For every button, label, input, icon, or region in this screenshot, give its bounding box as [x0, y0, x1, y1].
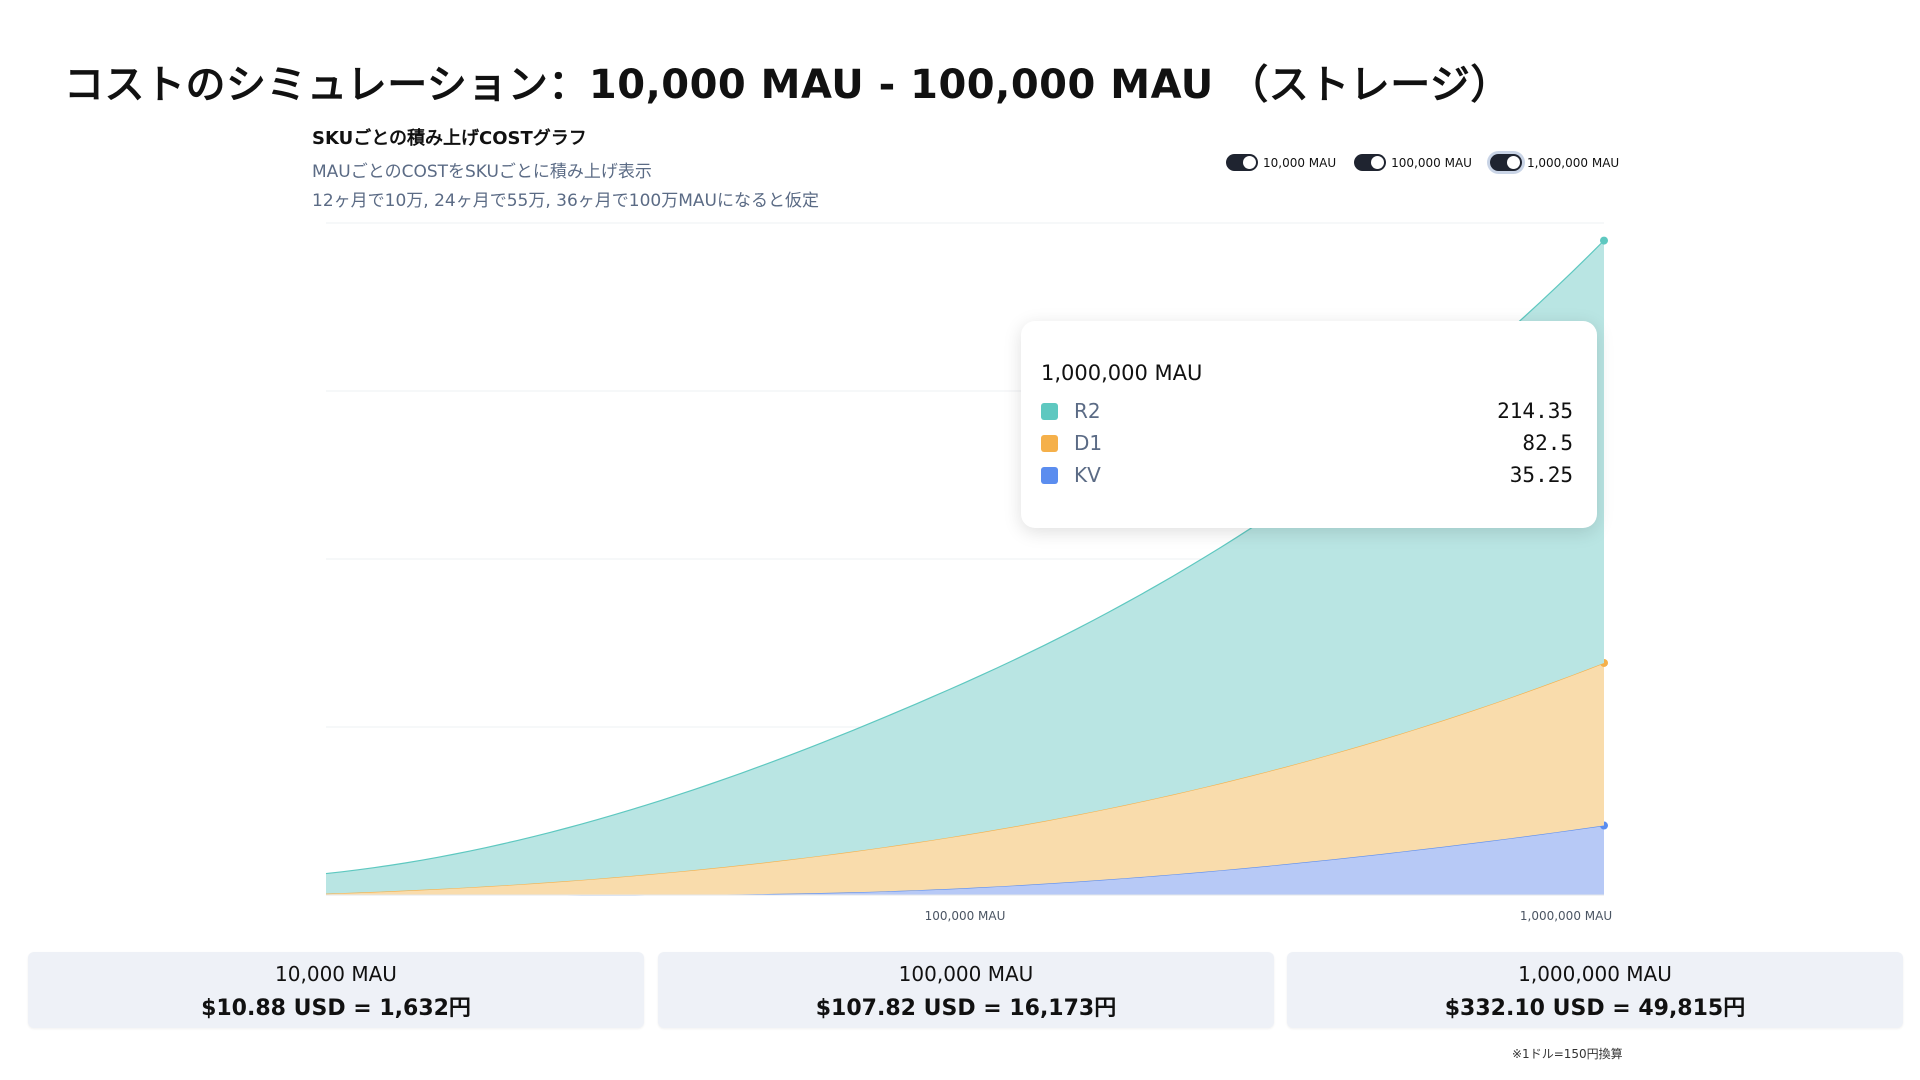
card-label: 10,000 MAU — [275, 962, 397, 986]
series-toggles: 10,000 MAU 100,000 MAU 1,000,000 MAU — [1226, 154, 1619, 171]
tooltip-label: KV — [1074, 463, 1101, 487]
stacked-area-chart: 100,000 MAU 1,000,000 MAU — [325, 222, 1612, 923]
tooltip-value: 35.25 — [1509, 463, 1573, 487]
toggle-1000000-mau[interactable]: 1,000,000 MAU — [1489, 154, 1620, 171]
toggle-switch[interactable] — [1489, 154, 1522, 171]
toggle-100000-mau[interactable]: 100,000 MAU — [1354, 154, 1472, 171]
card-label: 100,000 MAU — [898, 962, 1034, 986]
card-value: $107.82 USD = 16,173円 — [815, 996, 1117, 1021]
toggle-switch[interactable] — [1354, 154, 1387, 171]
tooltip-row-d1: D1 82.5 — [1041, 427, 1573, 459]
tooltip-row-r2: R2 214.35 — [1041, 395, 1573, 427]
tooltip-label: D1 — [1074, 431, 1103, 455]
area-r2 — [326, 240, 1604, 894]
chart-subtitle-2: 12ヶ月で10万, 24ヶ月で55万, 36ヶ月で100万MAUになると仮定 — [312, 191, 819, 211]
d1-swatch — [1041, 434, 1058, 452]
page-title: コストのシミュレーション：10,000 MAU - 100,000 MAU （ス… — [64, 62, 1511, 108]
chart-subtitle-1: MAUごとのCOSTをSKUごとに積み上げ表示 — [312, 162, 652, 182]
chart-tooltip: 1,000,000 MAU R2 214.35 D1 82.5 KV 35.25 — [1021, 321, 1597, 528]
card-value: $10.88 USD = 1,632円 — [201, 996, 471, 1021]
card-value: $332.10 USD = 49,815円 — [1444, 996, 1746, 1021]
toggle-label: 1,000,000 MAU — [1526, 155, 1620, 170]
cost-card-100000-mau: 100,000 MAU $107.82 USD = 16,173円 — [658, 952, 1274, 1028]
cost-card-1000000-mau: 1,000,000 MAU $332.10 USD = 49,815円 — [1287, 952, 1903, 1028]
toggle-label: 10,000 MAU — [1263, 155, 1337, 170]
tooltip-label: R2 — [1074, 399, 1101, 423]
tooltip-value: 214.35 — [1497, 399, 1573, 423]
tooltip-title: 1,000,000 MAU — [1041, 361, 1203, 385]
area-d1 — [326, 662, 1604, 895]
tooltip-value: 82.5 — [1522, 431, 1573, 455]
r2-swatch — [1041, 402, 1058, 420]
toggle-switch[interactable] — [1226, 154, 1258, 171]
chart-title: SKUごとの積み上げCOSTグラフ — [312, 128, 587, 149]
x-tick-label: 100,000 MAU — [925, 909, 1006, 923]
kv-swatch — [1041, 466, 1058, 484]
chart-header: SKUごとの積み上げCOSTグラフ MAUごとのCOSTをSKUごとに積み上げ表… — [312, 124, 819, 216]
x-tick-label: 1,000,000 MAU — [1520, 909, 1612, 923]
area-kv — [326, 825, 1604, 895]
toggle-label: 100,000 MAU — [1391, 155, 1472, 170]
cost-card-10000-mau: 10,000 MAU $10.88 USD = 1,632円 — [28, 952, 644, 1028]
point-r2 — [1600, 236, 1608, 245]
card-label: 1,000,000 MAU — [1518, 962, 1672, 986]
footnote: ※1ドル=150円換算 — [1512, 1047, 1623, 1061]
tooltip-row-kv: KV 35.25 — [1041, 459, 1573, 491]
toggle-10000-mau[interactable]: 10,000 MAU — [1226, 154, 1336, 171]
